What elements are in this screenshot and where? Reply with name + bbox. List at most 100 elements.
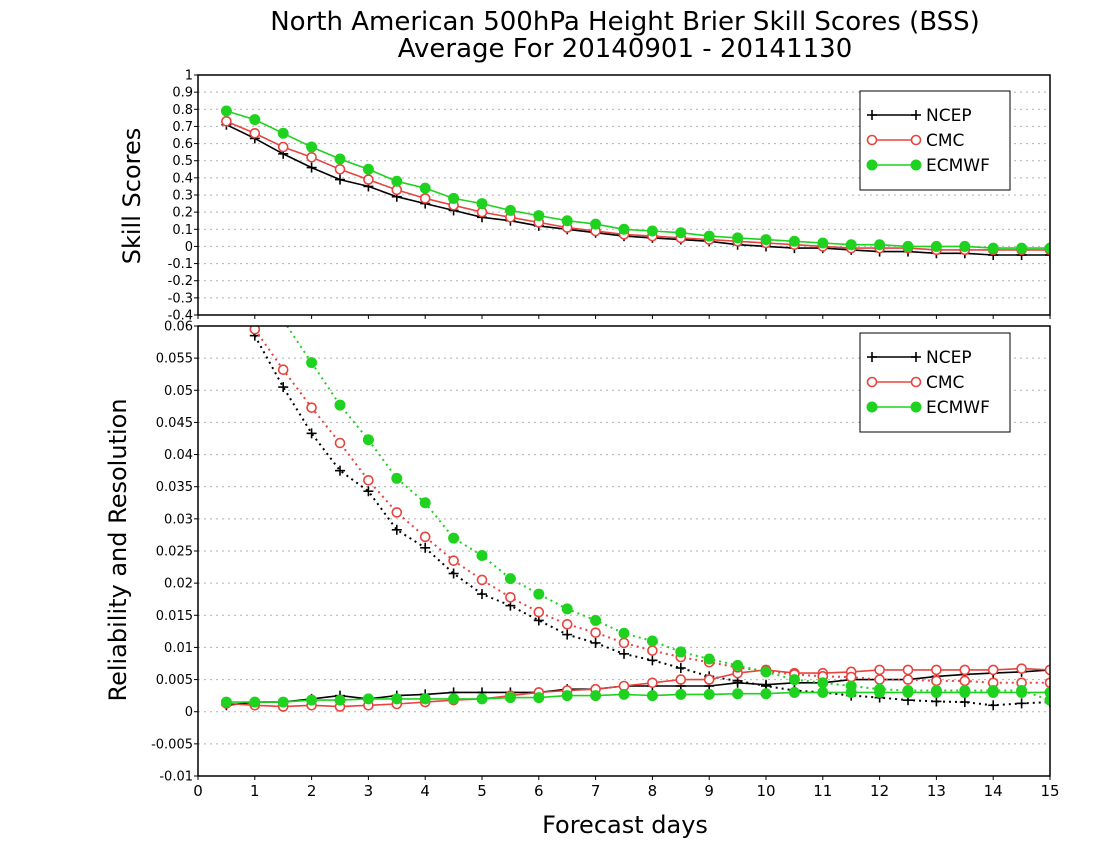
bottom-y-axis-label: Reliability and Resolution [104, 398, 132, 701]
bottom-series-cmc-resolution-point [931, 675, 942, 687]
bottom-series-ecmwf-reliability-point [391, 693, 403, 705]
bottom-series-cmc-resolution-point [448, 555, 459, 566]
bottom-series-cmc-resolution-point [959, 675, 971, 687]
top-series-ecmwf-point [1016, 242, 1028, 254]
top-y-tick-label: 0.1 [172, 223, 193, 238]
top-legend-marker-ncep-a [867, 110, 877, 120]
x-tick-label: 6 [534, 782, 544, 800]
top-series-ecmwf-point [987, 242, 999, 254]
bottom-series-cmc-reliability-point [987, 664, 999, 676]
top-series-ecmwf-point [561, 215, 573, 227]
bottom-series-ecmwf-resolution-point [533, 588, 545, 600]
bottom-y-tick-label: 0.01 [164, 641, 193, 656]
bottom-series-cmc-resolution-point [277, 364, 289, 376]
bottom-series-cmc-reliability-point [675, 674, 687, 685]
bottom-series-ecmwf-reliability-point [504, 692, 516, 704]
top-y-tick-label: 1 [185, 69, 193, 84]
bottom-series-ncep-resolution-point [959, 697, 970, 708]
top-series-ecmwf-point [788, 235, 800, 247]
bottom-series-ecmwf-resolution-point [874, 683, 886, 695]
top-series-ecmwf-point [476, 198, 488, 210]
chart-title-line-1: North American 500hPa Height Brier Skill… [270, 7, 980, 37]
top-series-ecmwf-point [732, 232, 744, 244]
top-series-ecmwf-point [675, 227, 687, 239]
bottom-y-tick-label: 0.02 [164, 577, 193, 592]
bottom-y-tick-label: 0.025 [156, 545, 193, 560]
x-tick-label: 12 [870, 782, 889, 800]
bottom-series-ecmwf-resolution-point [845, 680, 857, 692]
bottom-series-ecmwf-resolution-point [1044, 694, 1050, 706]
top-legend-label-ncep: NCEP [926, 106, 972, 126]
bottom-legend: NCEP CMC ECMWF [859, 332, 1011, 433]
bottom-series-ecmwf-reliability-point [646, 690, 658, 702]
bottom-series-ncep-resolution-point [562, 629, 573, 640]
bottom-series-ncep-resolution-point [363, 486, 374, 497]
bottom-series-ecmwf-reliability-point [703, 688, 715, 700]
bottom-series-ncep-resolution-point [988, 700, 999, 711]
bottom-series-ecmwf-resolution-point [448, 532, 460, 544]
skill-scores-panel: -0.4 -0.3 -0.2 -0.1 0 0.1 0.2 0.3 0.4 0.5 0.6 0.7 0.… [168, 69, 1051, 324]
top-series-ncep-point [306, 162, 317, 173]
top-y-tick-label: 0.5 [172, 154, 193, 169]
bottom-legend-label-ecmwf: ECMWF [926, 398, 990, 418]
x-tick-label: 4 [420, 782, 430, 800]
bottom-series-ecmwf-resolution-point [930, 685, 942, 696]
bottom-series-cmc-resolution-point [902, 674, 914, 685]
bottom-series-ecmwf-resolution-point [391, 472, 403, 484]
top-series-cmc-point [363, 174, 374, 185]
x-tick-label: 3 [364, 782, 374, 800]
bottom-series-ecmwf-reliability-point [362, 693, 374, 705]
top-legend: NCEP CMC ECMWF [859, 90, 1011, 191]
bottom-series-ecmwf-resolution-line [310, 362, 1050, 702]
bottom-series-ecmwf-reliability-point [419, 693, 431, 705]
top-series-ecmwf-point [504, 204, 516, 216]
bottom-series-ecmwf-resolution-point [788, 674, 800, 686]
bottom-series-cmc-resolution-point [306, 402, 317, 413]
top-y-tick-label: -0.1 [168, 257, 193, 272]
top-legend-marker-ncep-b [911, 110, 921, 120]
bottom-series-cmc-resolution-point [363, 474, 374, 486]
top-series-ecmwf-point [760, 234, 772, 246]
top-y-tick-label: -0.2 [168, 274, 193, 289]
top-series-cmc-point [334, 163, 346, 175]
bottom-series-ecmwf-reliability-point [533, 692, 545, 704]
bottom-y-tick-label: 0.005 [156, 673, 193, 688]
bottom-series-ncep-resolution-point [675, 663, 686, 673]
bottom-series-ecmwf-resolution-point [1016, 685, 1028, 696]
x-tick-label: 0 [193, 782, 203, 800]
top-series-ecmwf-point [334, 153, 346, 165]
bottom-series-ecmwf-resolution-point [476, 550, 488, 561]
bottom-series-ncep-resolution-point [278, 382, 289, 393]
bottom-series-ecmwf-resolution [285, 326, 1050, 706]
top-series-ecmwf-point [845, 239, 857, 251]
bottom-series-cmc-resolution-point [845, 671, 857, 683]
bottom-series-ecmwf-reliability-point [590, 690, 602, 702]
bottom-y-tick-label: 0.06 [164, 320, 193, 335]
x-axis-label: Forecast days [542, 811, 708, 839]
bottom-series-ecmwf-reliability-point [675, 688, 687, 700]
bottom-series-ecmwf-resolution-point [902, 685, 914, 696]
top-series-ecmwf-point [646, 225, 658, 237]
bottom-legend-marker-ecmwf-b [910, 401, 922, 413]
top-series-ecmwf-point [448, 192, 460, 204]
x-tick-label: 9 [704, 782, 714, 800]
top-y-tick-label: -0.3 [168, 291, 193, 306]
bottom-series-ecmwf-reliability-point [448, 693, 460, 705]
bottom-series-ecmwf-reliability-point [732, 688, 744, 700]
top-series-cmc-point [419, 193, 431, 204]
bottom-series-cmc-resolution-point [334, 437, 346, 449]
bottom-legend-label-ncep: NCEP [926, 348, 972, 368]
bottom-series-ecmwf-resolution-point [732, 659, 744, 671]
top-series-ecmwf-point [902, 240, 914, 252]
bottom-series-cmc-resolution-line [253, 328, 1050, 684]
bottom-series-cmc-reliability-point [647, 677, 658, 689]
bottom-series-ecmwf-resolution-point [646, 635, 658, 647]
bottom-y-tick-label: 0.05 [164, 384, 193, 399]
top-legend-marker-ecmwf-a [866, 159, 878, 171]
bottom-series-ecmwf-resolution-point [959, 685, 971, 696]
bottom-series-ecmwf-resolution-point [675, 646, 687, 658]
top-series-cmc-point [277, 141, 289, 153]
bottom-y-tick-label: 0 [185, 705, 193, 720]
top-series-ecmwf-point [590, 218, 602, 230]
